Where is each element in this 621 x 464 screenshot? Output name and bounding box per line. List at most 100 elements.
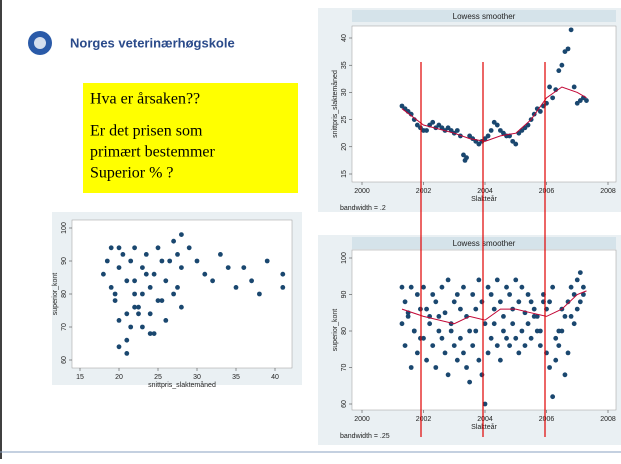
data-point	[488, 292, 494, 297]
data-point	[584, 98, 589, 103]
data-point	[467, 133, 473, 139]
x-tick-label: 15	[76, 374, 84, 381]
data-point	[433, 299, 439, 305]
data-point	[194, 258, 200, 264]
data-point	[528, 335, 534, 341]
y-tick-label: 70	[61, 323, 68, 331]
data-point	[175, 285, 180, 290]
data-point	[124, 278, 130, 284]
data-point	[451, 343, 457, 348]
data-point	[433, 365, 439, 370]
data-point	[280, 285, 286, 290]
data-point	[147, 311, 153, 317]
data-point	[568, 284, 574, 290]
data-point	[454, 292, 460, 297]
text-line: Superior % ?	[90, 165, 174, 182]
data-point	[479, 299, 485, 305]
title-band	[352, 237, 616, 249]
x-tick-label: 35	[232, 374, 240, 381]
chart-note: bandwidth = .2	[340, 205, 386, 212]
data-point	[565, 46, 571, 52]
y-tick-label: 80	[61, 290, 68, 298]
y-tick-label: 30	[341, 88, 348, 96]
data-point	[454, 128, 460, 133]
data-point	[108, 245, 114, 251]
data-point	[116, 245, 122, 251]
data-point	[442, 350, 448, 356]
data-point	[436, 328, 442, 334]
data-point	[522, 343, 528, 348]
data-point	[574, 306, 580, 312]
data-point	[143, 252, 149, 257]
data-point	[482, 136, 488, 142]
data-point	[491, 119, 497, 125]
data-point	[402, 343, 408, 348]
x-tick-label: 30	[193, 374, 201, 381]
data-point	[163, 278, 169, 284]
text-box	[83, 83, 298, 193]
data-point	[402, 299, 408, 305]
x-tick-label: 2004	[477, 416, 493, 423]
text-line: primært bestemmer	[90, 144, 216, 161]
data-point	[116, 344, 122, 350]
data-point	[470, 292, 476, 297]
data-point	[497, 299, 503, 305]
data-point	[497, 357, 503, 363]
data-point	[124, 337, 130, 343]
data-point	[421, 335, 426, 341]
data-point	[179, 304, 184, 310]
data-point	[476, 141, 482, 147]
data-point	[264, 258, 270, 264]
data-point	[574, 100, 580, 106]
data-point	[547, 365, 552, 370]
data-point	[519, 328, 525, 334]
data-point	[485, 133, 491, 139]
data-point	[424, 128, 429, 133]
text-line: Hva er årsaken??	[90, 91, 200, 108]
data-point	[494, 343, 500, 348]
y-tick-label: 20	[341, 143, 348, 151]
data-point	[430, 343, 436, 348]
title-band	[352, 10, 616, 22]
data-point	[405, 314, 411, 319]
data-point	[504, 335, 509, 341]
data-point	[559, 328, 565, 334]
data-point	[408, 284, 414, 290]
data-point	[467, 328, 473, 334]
data-point	[513, 335, 519, 341]
data-point	[547, 84, 552, 90]
plot-area	[71, 219, 293, 369]
data-point	[112, 298, 118, 303]
x-axis-label: Slakteår	[471, 195, 497, 203]
data-point	[414, 350, 420, 356]
data-point	[171, 238, 177, 244]
data-point	[553, 335, 559, 341]
data-point	[132, 304, 138, 310]
data-point	[559, 62, 565, 68]
data-point	[458, 335, 463, 341]
y-tick-label: 100	[61, 222, 68, 234]
data-point	[571, 321, 577, 327]
data-point	[577, 270, 583, 275]
data-point	[497, 128, 503, 133]
data-point	[442, 310, 448, 316]
data-point	[488, 335, 494, 341]
x-axis-label: Slakteår	[471, 423, 497, 431]
data-point	[485, 284, 491, 290]
data-point	[143, 271, 149, 277]
y-tick-label: 90	[341, 291, 348, 299]
data-point	[464, 365, 469, 370]
data-point	[562, 372, 568, 378]
data-point	[414, 292, 420, 297]
data-point	[116, 318, 122, 323]
data-point	[124, 311, 130, 317]
chart: Lowess smoother 2000 2002 2004 2006 2008 60 70 8…	[318, 235, 621, 445]
data-point	[104, 258, 110, 264]
data-point	[504, 284, 509, 290]
data-point	[439, 335, 445, 341]
data-point	[202, 271, 208, 277]
data-point	[128, 258, 134, 264]
x-tick-label: 2006	[539, 188, 555, 195]
data-point	[155, 245, 161, 251]
